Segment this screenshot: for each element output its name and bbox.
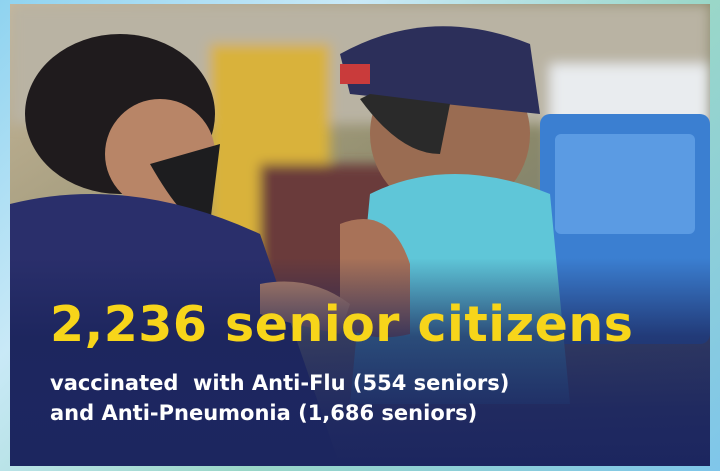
detail-line: vaccinated with Anti-Flu (554 seniors) [50, 373, 509, 394]
detail-line: and Anti-Pneumonia (1,686 seniors) [50, 403, 477, 424]
graphic: 2,236 senior citizens vaccinated with An… [0, 0, 720, 471]
headline: 2,236 senior citizens [50, 300, 633, 349]
text-backdrop [10, 4, 710, 466]
